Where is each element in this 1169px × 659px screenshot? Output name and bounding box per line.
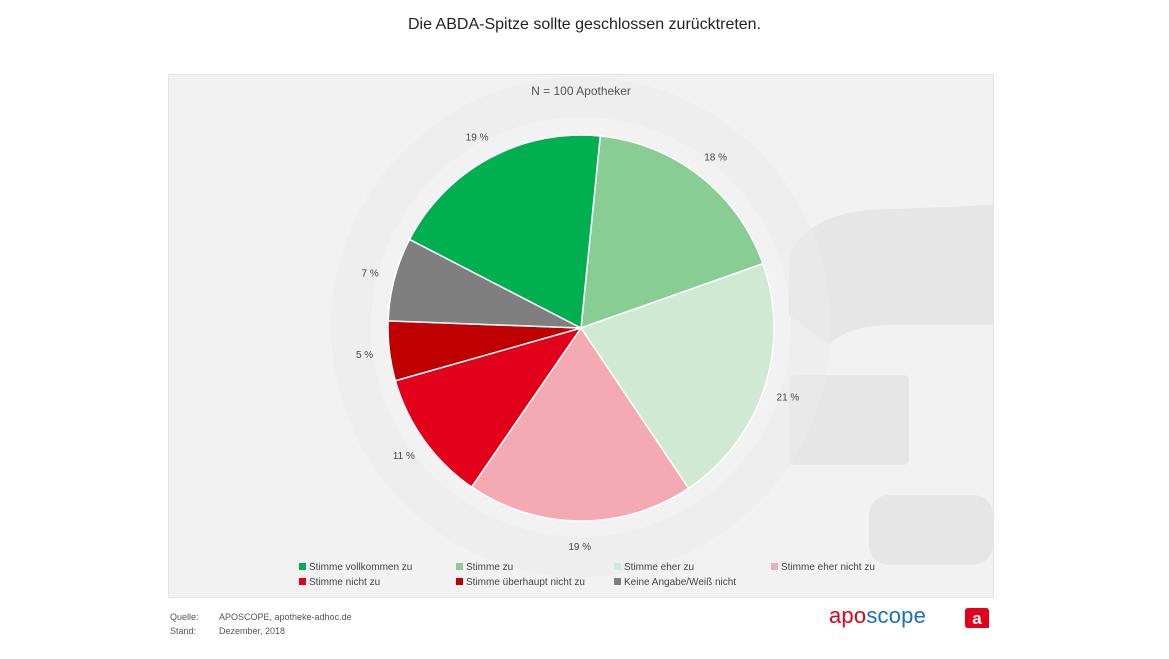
legend-label: Stimme überhaupt nicht zu <box>466 577 585 588</box>
legend-item: Stimme überhaupt nicht zu <box>456 577 585 589</box>
pie-slice <box>579 262 775 490</box>
brand-apo: apo <box>829 603 867 628</box>
legend-swatch <box>771 563 778 570</box>
slice-data-label: 11 % <box>393 451 415 462</box>
date-value: Dezember, 2018 <box>219 626 286 636</box>
source-label: Quelle: <box>170 612 199 622</box>
chart-title: Die ABDA-Spitze sollte geschlossen zurüc… <box>407 16 762 33</box>
chart-panel: N = 100 Apotheker 18 % 21 % 19 % 11 % 5 % 7 %… <box>168 74 994 598</box>
legend-item: Stimme eher nicht zu <box>771 562 875 574</box>
pie-slice <box>408 134 602 330</box>
legend-label: Stimme vollkommen zu <box>309 562 413 573</box>
legend-swatch <box>299 563 306 570</box>
source-value: APOSCOPE, apotheke-adhoc.de <box>219 612 352 622</box>
legend-swatch <box>614 578 621 585</box>
footer-values: APOSCOPE, apotheke-adhoc.de Dezember, 20… <box>219 610 352 638</box>
pie-chart: 18 % 21 % 19 % 11 % 5 % 7 % 19 % <box>356 132 800 553</box>
legend-label: Stimme eher nicht zu <box>781 562 875 573</box>
legend-swatch <box>614 563 621 570</box>
legend-item: Keine Angabe/Weiß nicht <box>614 577 736 589</box>
apotheke-adhoc-logo-icon: a <box>965 608 989 628</box>
slice-data-label: 19 % <box>466 132 489 143</box>
slice-data-label: 18 % <box>704 153 727 164</box>
pie-slice <box>470 326 690 522</box>
legend-item: Stimme nicht zu <box>299 577 380 589</box>
slice-data-label: 5 % <box>356 350 373 361</box>
legend-label: Stimme nicht zu <box>309 577 381 588</box>
legend-swatch <box>299 578 306 585</box>
aposcope-logo: aposcope <box>829 603 926 629</box>
legend-label: Stimme zu <box>466 562 514 573</box>
pie-slice <box>580 135 764 330</box>
logo-letter: a <box>972 609 982 628</box>
slice-data-label: 19 % <box>568 542 591 553</box>
legend-item: Stimme zu <box>456 562 513 574</box>
footer-labels: Quelle: Stand: <box>170 610 199 638</box>
legend-item: Stimme vollkommen zu <box>299 562 412 574</box>
watermark-graphic <box>331 77 993 577</box>
chart-subtitle: N = 100 Apotheker <box>531 84 631 98</box>
brand-scope: scope <box>866 603 927 628</box>
legend-label: Stimme eher zu <box>624 562 695 573</box>
legend-swatch <box>456 563 463 570</box>
legend-item: Stimme eher zu <box>614 562 694 574</box>
slice-data-label: 7 % <box>362 269 379 280</box>
legend-swatch <box>456 578 463 585</box>
legend-label: Keine Angabe/Weiß nicht <box>624 577 737 588</box>
slice-data-label: 21 % <box>777 393 800 404</box>
date-label: Stand: <box>170 626 197 636</box>
